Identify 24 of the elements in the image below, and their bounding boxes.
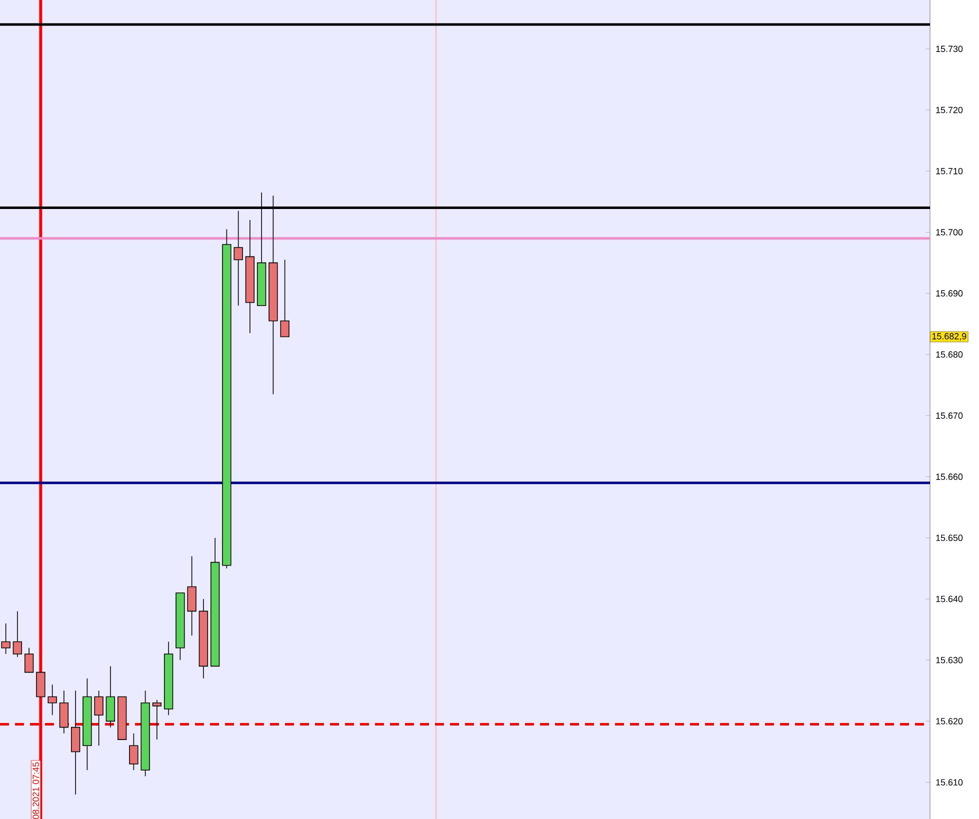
y-tick-label: 15.660 xyxy=(936,474,963,480)
candlestick xyxy=(12,610,22,658)
y-tick-label: 15.670 xyxy=(936,412,963,419)
text: 15.682,9 xyxy=(932,333,966,340)
candlestick xyxy=(152,699,162,740)
y-tick-label: 15.680 xyxy=(936,351,963,358)
candlestick xyxy=(234,210,243,306)
annotation: 08.2021 07:45 xyxy=(32,762,39,819)
y-tick-label: 15.620 xyxy=(936,718,963,724)
y-tick-label: 15.650 xyxy=(936,534,963,542)
candlestick xyxy=(48,684,57,716)
y-tick-label: 15.720 xyxy=(936,106,963,114)
candlestick xyxy=(1,623,10,654)
y-tick-label: 15.640 xyxy=(936,596,963,602)
candlestick xyxy=(94,690,104,746)
candlestick xyxy=(24,647,34,673)
y-tick-label: 15.730 xyxy=(936,46,963,52)
candlestick xyxy=(280,259,290,338)
y-tick-label: 15.630 xyxy=(936,656,963,664)
y-tick-label: 15.700 xyxy=(936,229,963,236)
y-tick-label: 15.710 xyxy=(936,168,963,174)
candlestick xyxy=(129,733,138,771)
y-tick-label: 15.610 xyxy=(936,779,963,786)
y-tick-label: 15.690 xyxy=(936,290,963,297)
